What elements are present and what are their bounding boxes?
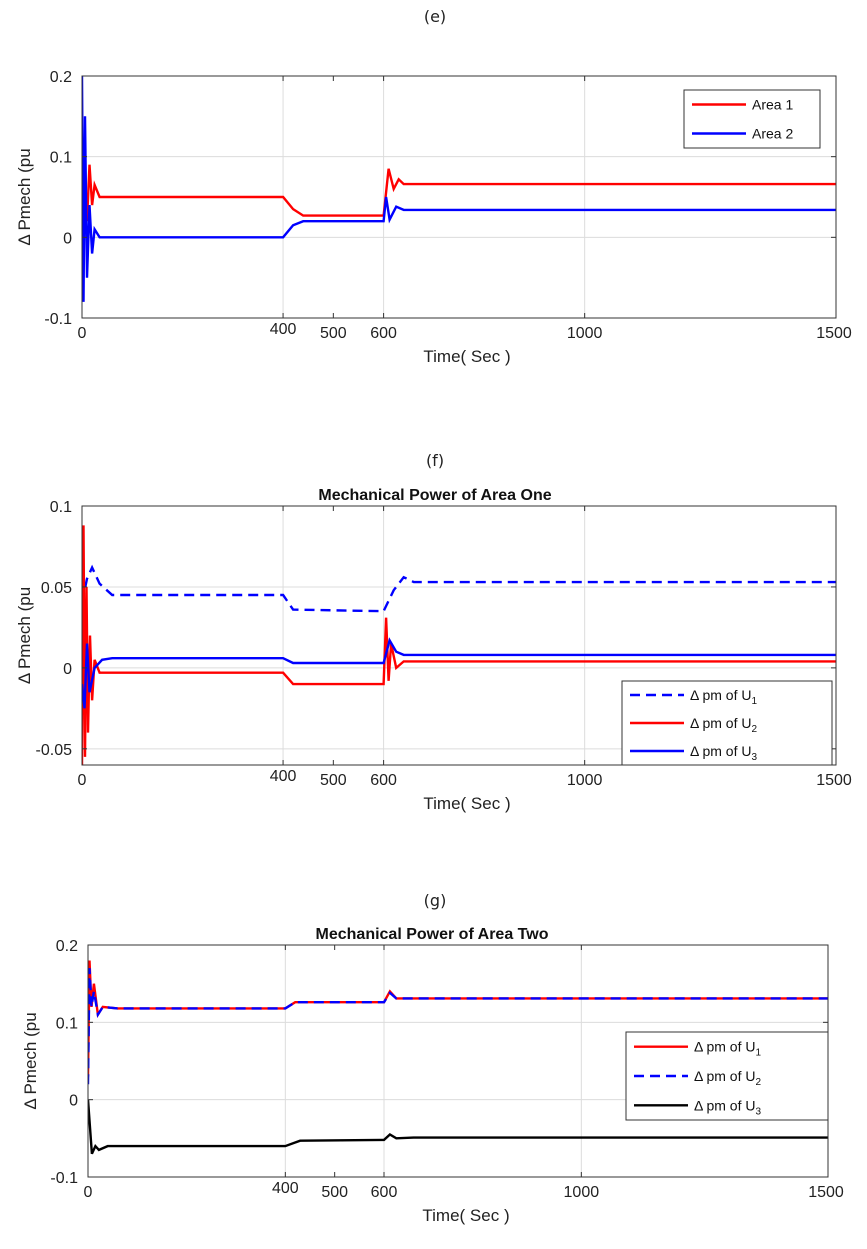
x-tick-label: 1500 [816, 772, 852, 789]
legend-subscript: 1 [751, 696, 757, 707]
y-axis-label: Δ Pmech (pu [21, 1012, 40, 1109]
series-line-1 [88, 968, 828, 1085]
y-axis-label: Δ Pmech (pu [15, 587, 34, 684]
legend-entry: Δ pm of U2 [690, 715, 757, 735]
legend: Δ pm of U1 Δ pm of U2 Δ pm of U3 [621, 680, 833, 766]
axes-box [81, 505, 837, 766]
y-tick-label: 0.2 [56, 938, 78, 955]
y-tick-label: 0.1 [50, 499, 72, 516]
x-tick-label: 400 [270, 321, 297, 338]
y-tick-label: 0 [63, 230, 72, 247]
y-tick-label: 0.1 [56, 1015, 78, 1032]
x-tick-label: 0 [78, 325, 87, 342]
y-axis-label: Δ Pmech (pu [15, 148, 34, 245]
legend-subscript: 3 [751, 752, 757, 763]
y-tick-label: 0 [69, 1093, 78, 1110]
series-line-2 [88, 1099, 828, 1155]
x-tick-label: 1000 [567, 772, 603, 789]
y-tick-label: 0.2 [50, 69, 72, 86]
x-tick-label: 500 [320, 772, 347, 789]
chart-title: Mechanical Power of Area Two [316, 926, 549, 943]
x-tick-label: 500 [320, 325, 347, 342]
legend-entry: Δ pm of U1 [690, 687, 757, 707]
legend-subscript: 3 [755, 1106, 761, 1117]
chart-panel-1: (f) 0 400 500 600 1000 1500 -0.05 0 0.05 0.1 Time( … [15, 451, 852, 813]
series-line-1 [82, 525, 836, 765]
x-tick-label: 400 [272, 1180, 299, 1197]
y-tick-label: -0.05 [36, 742, 73, 759]
series-line-0 [82, 160, 836, 222]
legend: Δ pm of U1 Δ pm of U2 Δ pm of U3 [625, 1031, 829, 1121]
legend-entry: Δ pm of U1 [694, 1039, 761, 1059]
axes-box [81, 75, 837, 319]
x-tick-label: 400 [270, 768, 297, 785]
x-tick-label: 600 [370, 325, 397, 342]
legend-subscript: 2 [751, 724, 757, 735]
x-axis-label: Time( Sec ) [422, 1206, 509, 1225]
x-tick-label: 1500 [816, 325, 852, 342]
legend-entry: Δ pm of U2 [694, 1068, 761, 1088]
chart-title: Mechanical Power of Area One [318, 487, 551, 504]
panel-label: (g) [424, 891, 447, 910]
chart-panel-2: (g) 0 400 500 600 1000 1500 -0.1 0 0.1 0.2 Time( Se… [21, 891, 844, 1225]
x-axis-label: Time( Sec ) [423, 347, 510, 366]
y-tick-label: 0.1 [50, 150, 72, 167]
legend-entry: Area 1 [752, 97, 793, 113]
legend: Area 1 Area 2 [683, 89, 821, 149]
x-tick-label: 1000 [564, 1184, 600, 1201]
y-tick-label: 0 [63, 661, 72, 678]
y-tick-label: -0.1 [50, 1170, 78, 1187]
y-tick-label: 0.05 [41, 580, 72, 597]
series-line-2 [82, 637, 836, 709]
series-line-0 [82, 564, 836, 613]
x-axis-label: Time( Sec ) [423, 794, 510, 813]
y-tick-label: -0.1 [44, 311, 72, 328]
x-tick-label: 0 [84, 1184, 93, 1201]
legend-subscript: 2 [755, 1077, 761, 1088]
series-line-1 [82, 76, 836, 302]
x-tick-label: 600 [371, 1184, 398, 1201]
x-tick-label: 0 [78, 772, 87, 789]
x-tick-label: 600 [370, 772, 397, 789]
legend-entry: Δ pm of U3 [694, 1097, 761, 1117]
chart-panel-0: (e) 0 400 500 600 1000 1500 -0.1 0 0.1 0.2 Time( Se… [15, 7, 852, 366]
legend-entry: Δ pm of U3 [690, 743, 757, 763]
legend-box [683, 89, 821, 149]
panel-label: (f) [426, 451, 444, 470]
panel-label: (e) [424, 7, 446, 26]
legend-subscript: 1 [755, 1048, 761, 1059]
x-tick-label: 1000 [567, 325, 603, 342]
x-tick-label: 500 [321, 1184, 348, 1201]
x-tick-label: 1500 [808, 1184, 844, 1201]
legend-entry: Area 2 [752, 126, 793, 142]
